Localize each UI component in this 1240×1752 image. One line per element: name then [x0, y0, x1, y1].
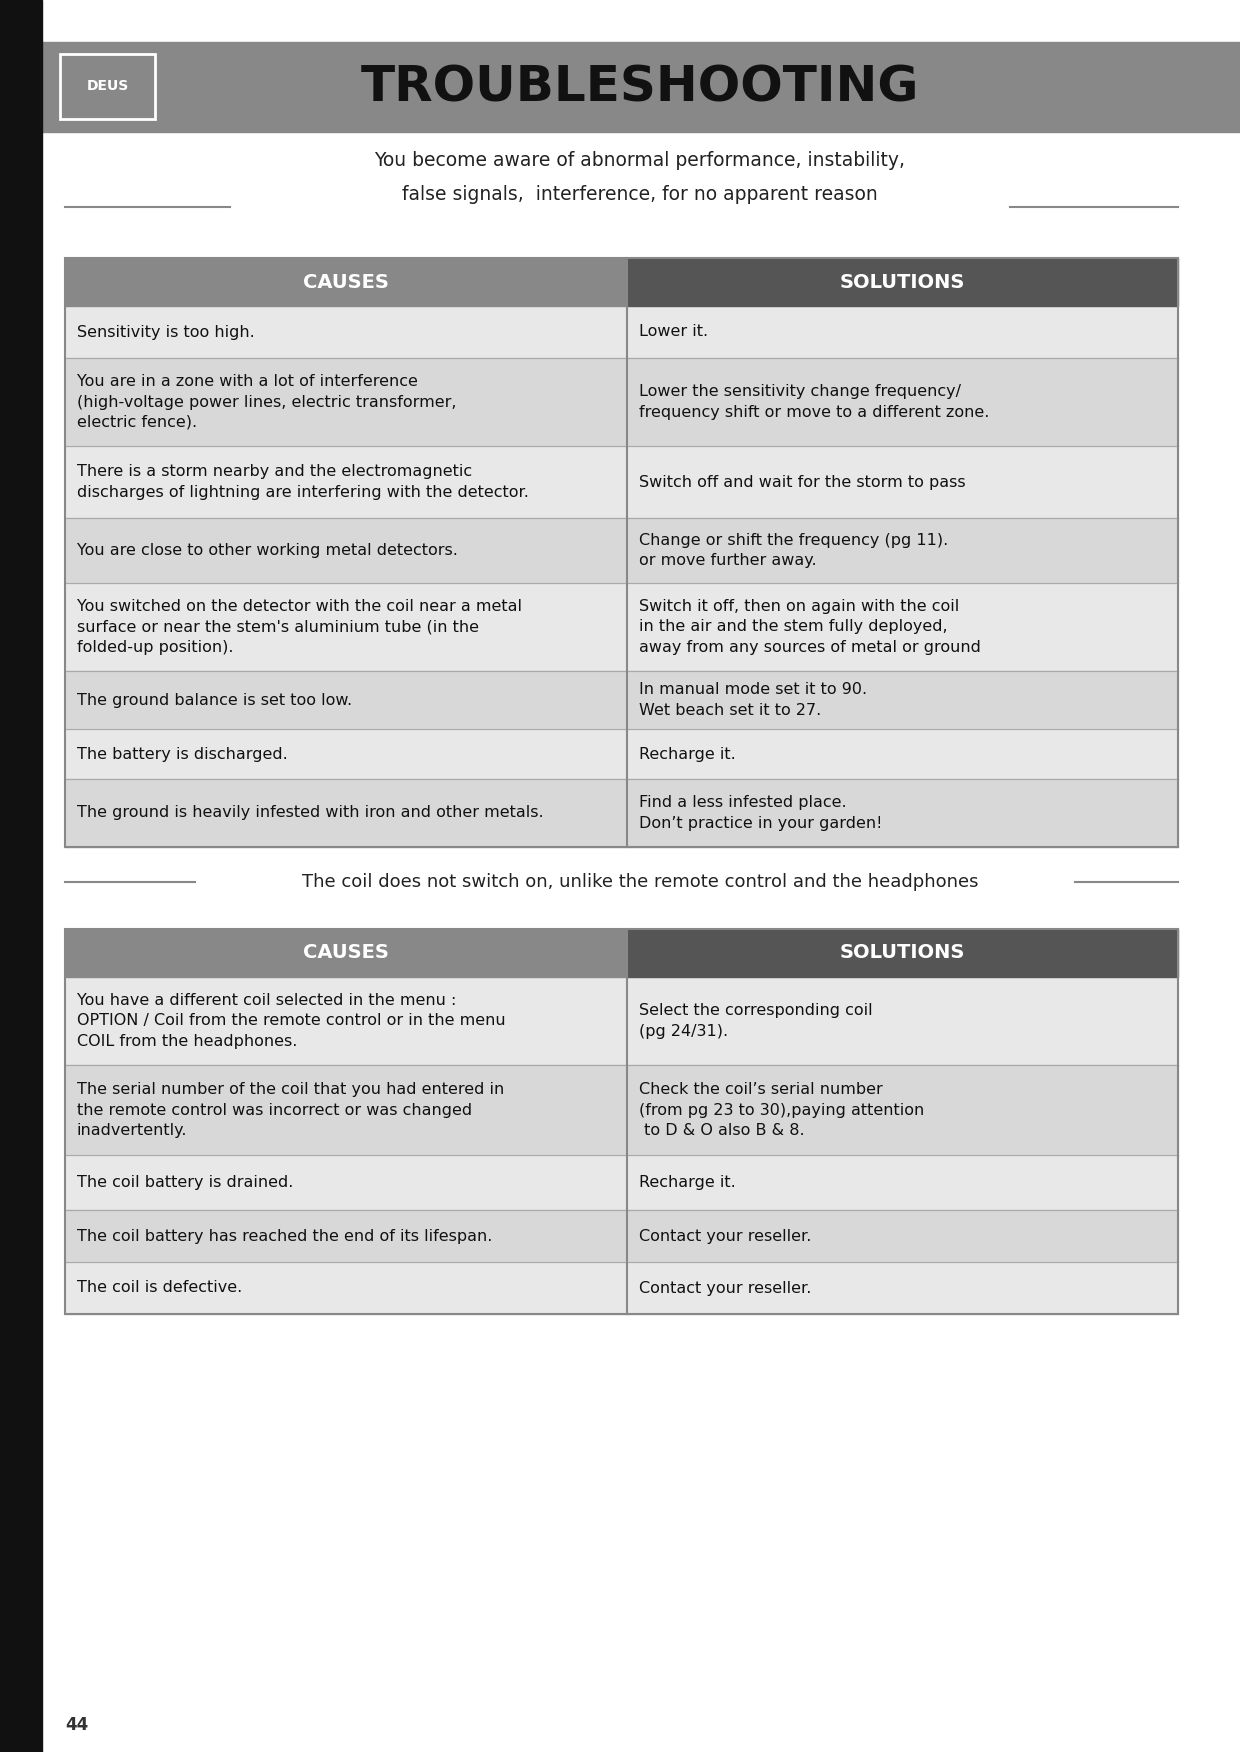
Text: TROUBLESHOOTING: TROUBLESHOOTING — [361, 63, 919, 110]
Text: Check the coil’s serial number
(from pg 23 to 30),paying attention
 to D & O als: Check the coil’s serial number (from pg … — [639, 1083, 924, 1137]
Bar — [627, 583, 1178, 671]
Text: The battery is discharged.: The battery is discharged. — [77, 746, 288, 762]
Text: You become aware of abnormal performance, instability,: You become aware of abnormal performance… — [374, 151, 905, 170]
Bar — [64, 447, 627, 519]
Text: Recharge it.: Recharge it. — [639, 1176, 735, 1190]
Bar — [64, 915, 1178, 929]
Text: The serial number of the coil that you had entered in
the remote control was inc: The serial number of the coil that you h… — [77, 1083, 505, 1137]
Bar — [60, 54, 155, 119]
Bar — [627, 447, 1178, 519]
Bar — [0, 0, 42, 1752]
Bar — [627, 780, 1178, 846]
Text: Change or shift the frequency (pg 11).
or move further away.: Change or shift the frequency (pg 11). o… — [639, 533, 949, 568]
Bar — [42, 42, 1240, 131]
Bar — [627, 929, 1178, 978]
Text: The ground is heavily infested with iron and other metals.: The ground is heavily infested with iron… — [77, 806, 543, 820]
Bar — [627, 978, 1178, 1065]
Text: SOLUTIONS: SOLUTIONS — [839, 944, 965, 962]
Text: The coil battery has reached the end of its lifespan.: The coil battery has reached the end of … — [77, 1228, 492, 1244]
Text: You are in a zone with a lot of interference
(high-voltage power lines, electric: You are in a zone with a lot of interfer… — [77, 375, 456, 429]
Text: In manual mode set it to 90.
Wet beach set it to 27.: In manual mode set it to 90. Wet beach s… — [639, 682, 867, 718]
Bar — [627, 1211, 1178, 1261]
Text: Lower it.: Lower it. — [639, 324, 708, 340]
Text: SOLUTIONS: SOLUTIONS — [839, 273, 965, 291]
Bar — [64, 1065, 627, 1155]
Bar — [64, 357, 627, 447]
Text: Sensitivity is too high.: Sensitivity is too high. — [77, 324, 254, 340]
Text: Select the corresponding coil
(pg 24/31).: Select the corresponding coil (pg 24/31)… — [639, 1004, 873, 1039]
Text: You are close to other working metal detectors.: You are close to other working metal det… — [77, 543, 458, 557]
Text: Recharge it.: Recharge it. — [639, 746, 735, 762]
Bar — [64, 978, 627, 1065]
Bar — [64, 671, 627, 729]
Text: Find a less infested place.
Don’t practice in your garden!: Find a less infested place. Don’t practi… — [639, 795, 883, 830]
Bar — [64, 307, 627, 357]
Text: The coil is defective.: The coil is defective. — [77, 1281, 242, 1295]
Text: 44: 44 — [64, 1715, 88, 1734]
Bar — [64, 258, 1178, 846]
Bar — [627, 307, 1178, 357]
Bar — [64, 519, 627, 583]
Bar — [627, 258, 1178, 307]
Bar — [64, 780, 627, 846]
Bar — [64, 238, 1178, 258]
Bar — [627, 1261, 1178, 1314]
Bar — [64, 1155, 627, 1211]
Bar — [64, 1211, 627, 1261]
Bar — [627, 1065, 1178, 1155]
Text: Switch it off, then on again with the coil
in the air and the stem fully deploye: Switch it off, then on again with the co… — [639, 599, 981, 655]
Bar — [64, 1261, 627, 1314]
Text: CAUSES: CAUSES — [303, 944, 389, 962]
Text: The coil battery is drained.: The coil battery is drained. — [77, 1176, 294, 1190]
Bar — [627, 671, 1178, 729]
Text: Lower the sensitivity change frequency/
frequency shift or move to a different z: Lower the sensitivity change frequency/ … — [639, 384, 990, 420]
Text: DEUS: DEUS — [87, 79, 129, 93]
Text: The ground balance is set too low.: The ground balance is set too low. — [77, 692, 352, 708]
Text: There is a storm nearby and the electromagnetic
discharges of lightning are inte: There is a storm nearby and the electrom… — [77, 464, 529, 499]
Bar — [42, 0, 1240, 42]
Bar — [627, 729, 1178, 780]
Bar — [64, 929, 1178, 1314]
Bar — [64, 583, 627, 671]
Bar — [627, 519, 1178, 583]
Bar — [64, 929, 627, 978]
Text: The coil does not switch on, unlike the remote control and the headphones: The coil does not switch on, unlike the … — [301, 872, 978, 892]
Bar — [627, 1155, 1178, 1211]
Text: Contact your reseller.: Contact your reseller. — [639, 1228, 811, 1244]
Text: You switched on the detector with the coil near a metal
surface or near the stem: You switched on the detector with the co… — [77, 599, 522, 655]
Text: Switch off and wait for the storm to pass: Switch off and wait for the storm to pas… — [639, 475, 966, 489]
Text: You have a different coil selected in the menu :
OPTION / Coil from the remote c: You have a different coil selected in th… — [77, 993, 506, 1049]
Text: false signals,  interference, for no apparent reason: false signals, interference, for no appa… — [402, 186, 878, 205]
Bar — [64, 258, 627, 307]
Text: CAUSES: CAUSES — [303, 273, 389, 291]
Bar — [64, 729, 627, 780]
Bar — [627, 357, 1178, 447]
Text: Contact your reseller.: Contact your reseller. — [639, 1281, 811, 1295]
